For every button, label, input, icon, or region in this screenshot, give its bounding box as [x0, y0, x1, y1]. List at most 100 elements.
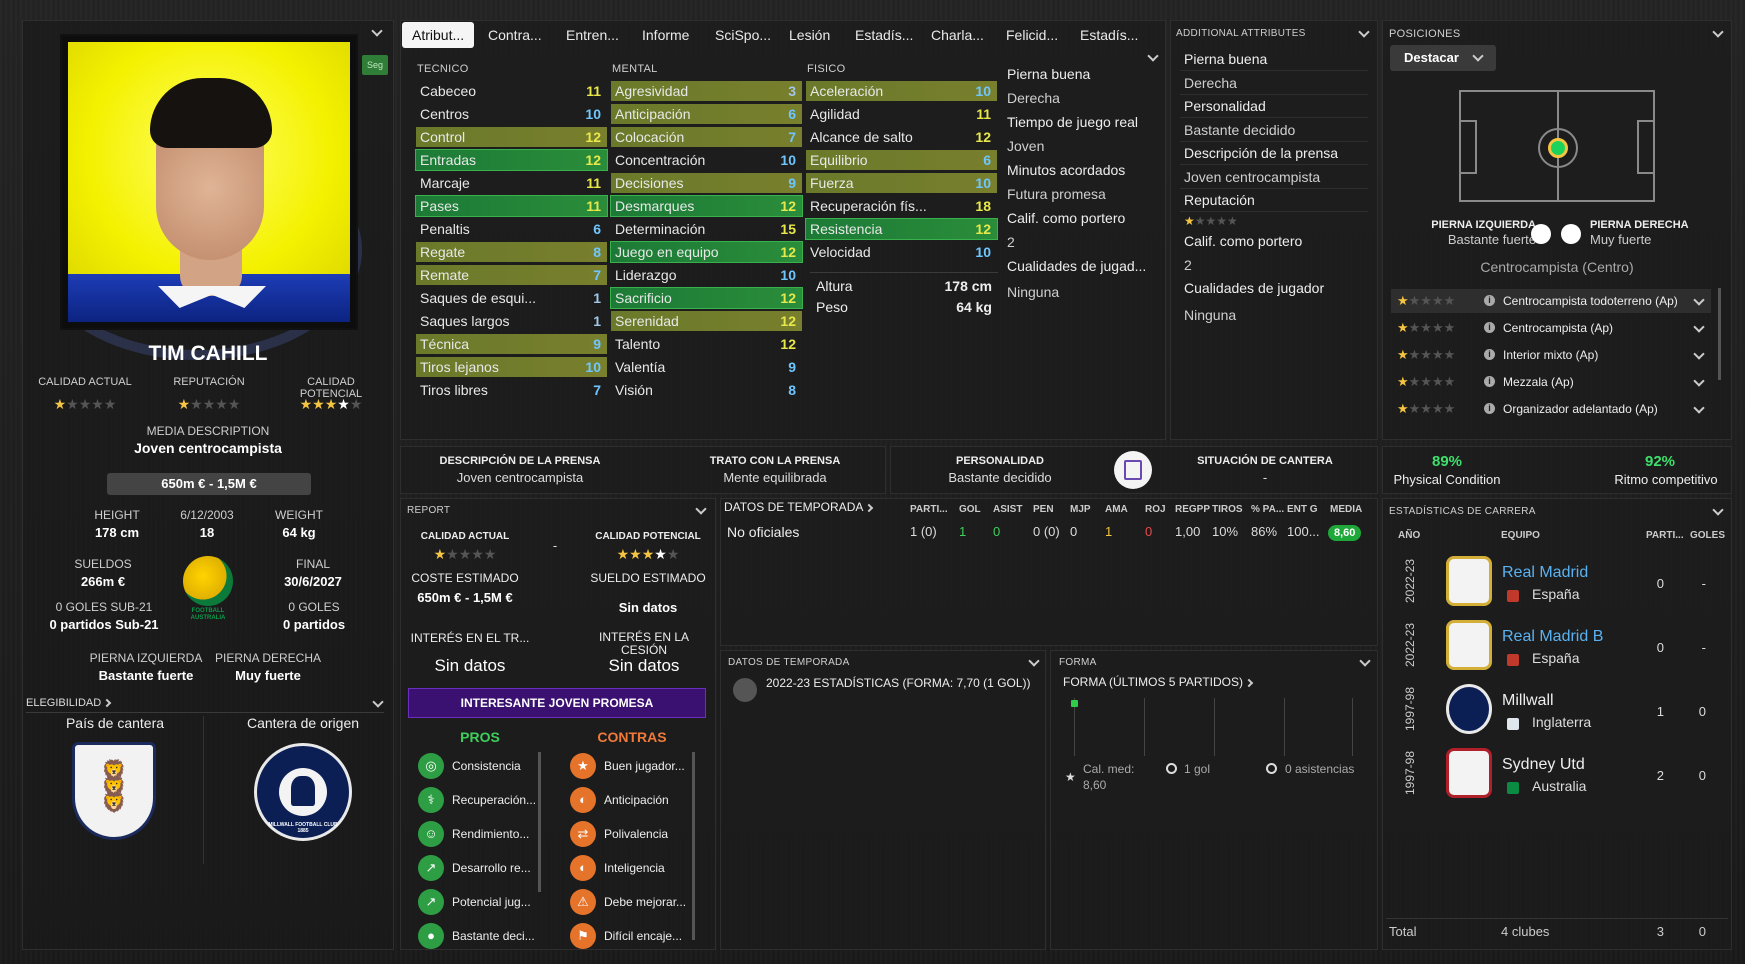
season-col-header[interactable]: % PA... [1251, 504, 1285, 515]
fisico-attr-row[interactable]: Resistencia 12 [805, 218, 998, 240]
mental-attr-row[interactable]: Colocación 7 [611, 127, 802, 147]
eligibility-header[interactable]: ELEGIBILIDAD [26, 696, 388, 713]
tecnico-attr-row[interactable]: Marcaje 11 [416, 173, 607, 193]
info-icon[interactable]: i [1484, 295, 1495, 306]
tab-4[interactable]: Informe [642, 27, 690, 43]
fisico-attr-row[interactable]: Aceleración 10 [806, 81, 997, 101]
season-col-header[interactable]: REGPP [1175, 504, 1211, 515]
tab-2[interactable]: Contra... [488, 27, 542, 43]
chevron-down-icon[interactable] [1693, 402, 1705, 414]
chevron-down-icon[interactable] [1693, 348, 1705, 360]
chevron-down-icon[interactable] [1693, 375, 1705, 387]
tab-7[interactable]: Estadís... [855, 27, 914, 43]
tecnico-attr-row[interactable]: Tiros libres 7 [416, 380, 607, 400]
career-team-link[interactable]: Millwall [1502, 692, 1554, 709]
pros-scrollbar[interactable] [538, 752, 541, 892]
career-team-link[interactable]: Real Madrid B [1502, 628, 1604, 645]
season-col-header[interactable]: ASIST [993, 504, 1023, 515]
mental-attr-row[interactable]: Anticipación 6 [611, 104, 802, 124]
info-icon[interactable]: i [1484, 349, 1495, 360]
season-col-header[interactable]: ENT G [1287, 504, 1318, 515]
pro-item[interactable]: ↗ Desarrollo re... [418, 853, 536, 883]
role-row[interactable]: ★★★★★ i Centrocampista (Ap) [1391, 316, 1711, 340]
info-icon[interactable]: i [1484, 322, 1495, 333]
pro-item[interactable]: ◎ Consistencia [418, 751, 536, 781]
season-col-header[interactable]: ROJ [1145, 504, 1166, 515]
role-row[interactable]: ★★★★★ i Mezzala (Ap) [1391, 370, 1711, 394]
season-col-header[interactable]: AMA [1105, 504, 1128, 515]
mental-attr-row[interactable]: Talento 12 [611, 334, 802, 354]
season-stats-header[interactable]: DATOS DE TEMPORADA [724, 500, 874, 514]
follow-badge[interactable]: Seg [362, 55, 388, 75]
mental-attr-row[interactable]: Liderazgo 10 [611, 265, 802, 285]
tecnico-attr-row[interactable]: Pases 11 [415, 195, 608, 217]
mental-attr-row[interactable]: Valentía 9 [611, 357, 802, 377]
season-col-header[interactable]: GOL [959, 504, 981, 515]
tab-5[interactable]: SciSpo... [715, 27, 772, 43]
tab-10[interactable]: Estadís... [1080, 27, 1139, 43]
season-col-header[interactable]: MEDIA [1330, 504, 1363, 515]
fisico-attr-row[interactable]: Recuperación fís... 18 [806, 196, 997, 216]
tecnico-attr-row[interactable]: Remate 7 [416, 265, 607, 285]
mental-attr-row[interactable]: Juego en equipo 12 [610, 241, 803, 263]
tab-9[interactable]: Felicid... [1006, 27, 1059, 43]
positions-left-foot-label: PIERNA IZQUIERDA [1431, 219, 1536, 231]
tecnico-attr-row[interactable]: Cabeceo 11 [416, 81, 607, 101]
tecnico-attr-row[interactable]: Técnica 9 [416, 334, 607, 354]
info-icon[interactable]: i [1484, 403, 1495, 414]
chevron-down-icon[interactable] [1693, 321, 1705, 333]
fisico-attr-row[interactable]: Agilidad 11 [806, 104, 997, 124]
season-col-header[interactable]: PARTI... [910, 504, 948, 515]
tecnico-attr-row[interactable]: Tiros lejanos 10 [416, 357, 607, 377]
cons-scrollbar[interactable] [692, 752, 695, 940]
role-row[interactable]: ★★★★★ i Centrocampista todoterreno (Ap) [1391, 289, 1711, 313]
mental-attr-row[interactable]: Agresividad 3 [611, 81, 802, 101]
tecnico-attr-row[interactable]: Regate 8 [416, 242, 607, 262]
con-item[interactable]: ★ Buen jugador... [570, 751, 688, 781]
con-item[interactable]: ◐ Anticipación [570, 785, 688, 815]
season-col-header[interactable]: MJP [1070, 504, 1091, 515]
fisico-attr-row[interactable]: Fuerza 10 [806, 173, 997, 193]
tecnico-attr-row[interactable]: Entradas 12 [415, 149, 608, 171]
con-item[interactable]: ⚑ Difícil encaje... [570, 921, 688, 951]
tecnico-attr-row[interactable]: Saques largos 1 [416, 311, 607, 331]
pro-item[interactable]: ● Bastante deci... [418, 921, 536, 951]
career-team-link[interactable]: Real Madrid [1502, 564, 1589, 581]
fisico-attr-row[interactable]: Equilibrio 6 [806, 150, 997, 170]
con-item[interactable]: ⇄ Polivalencia [570, 819, 688, 849]
mental-attr-row[interactable]: Desmarques 12 [610, 195, 803, 217]
profile-menu-chevron-icon[interactable] [371, 25, 383, 37]
pro-item[interactable]: ☺ Rendimiento... [418, 819, 536, 849]
mental-attr-row[interactable]: Decisiones 9 [611, 173, 802, 193]
roles-scrollbar[interactable] [1718, 288, 1721, 380]
mental-attr-row[interactable]: Visión 8 [611, 380, 802, 400]
chevron-down-icon[interactable] [1693, 294, 1705, 306]
con-item[interactable]: ◐ Inteligencia [570, 853, 688, 883]
mental-attr-row[interactable]: Concentración 10 [611, 150, 802, 170]
fisico-attr-row[interactable]: Alcance de salto 12 [806, 127, 997, 147]
form-subtitle[interactable]: FORMA (ÚLTIMOS 5 PARTIDOS) [1063, 675, 1254, 689]
pro-item[interactable]: ⚕ Recuperación... [418, 785, 536, 815]
season-col-header[interactable]: PEN [1033, 504, 1054, 515]
tecnico-attr-row[interactable]: Penaltis 6 [416, 219, 607, 239]
tab-8[interactable]: Charla... [931, 27, 984, 43]
role-row[interactable]: ★★★★★ i Organizador adelantado (Ap) [1391, 397, 1711, 421]
mental-attr-row[interactable]: Determinación 15 [611, 219, 802, 239]
role-row[interactable]: ★★★★★ i Interior mixto (Ap) [1391, 343, 1711, 367]
season-col-header[interactable]: TIROS [1212, 504, 1243, 515]
tecnico-attr-row[interactable]: Centros 10 [416, 104, 607, 124]
tecnico-attr-row[interactable]: Saques de esqui... 1 [416, 288, 607, 308]
tab-6[interactable]: Lesión [789, 27, 831, 43]
eligibility-chevron-icon[interactable] [372, 696, 384, 708]
fisico-attr-row[interactable]: Velocidad 10 [806, 242, 997, 262]
mental-attr-row[interactable]: Sacrificio 12 [610, 287, 803, 309]
mental-attr-row[interactable]: Serenidad 12 [611, 311, 802, 331]
info-icon[interactable]: i [1484, 376, 1495, 387]
tab-3[interactable]: Entren... [566, 27, 619, 43]
con-item[interactable]: ⚠ Debe mejorar... [570, 887, 688, 917]
tab-1[interactable]: Atribut... [402, 22, 475, 48]
career-team-link[interactable]: Sydney Utd [1502, 756, 1585, 773]
highlight-dropdown[interactable]: Destacar [1390, 45, 1496, 71]
pro-item[interactable]: ↗ Potencial jug... [418, 887, 536, 917]
tecnico-attr-row[interactable]: Control 12 [416, 127, 607, 147]
